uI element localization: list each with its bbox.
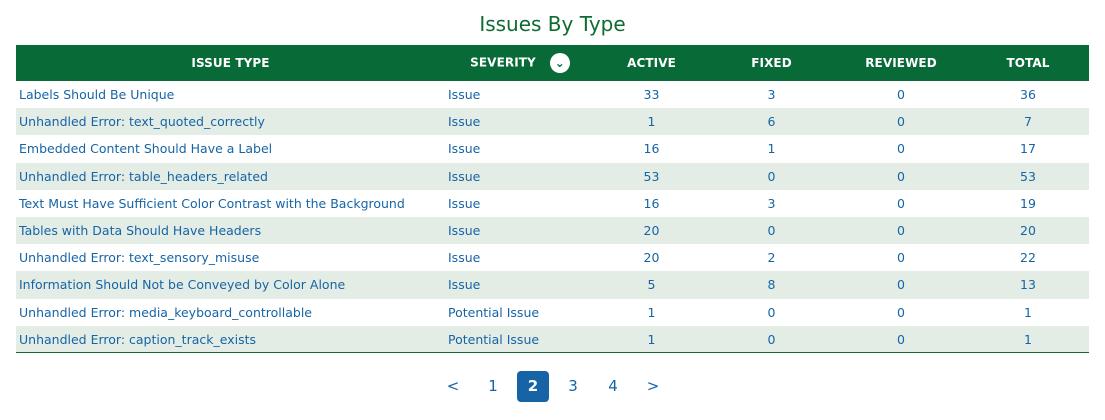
fixed-count[interactable]: 0 [767, 304, 776, 320]
active-count[interactable]: 1 [647, 114, 656, 130]
active-count[interactable]: 33 [643, 87, 660, 103]
page-1-button[interactable]: 1 [488, 377, 498, 395]
fixed-count[interactable]: 6 [767, 114, 776, 130]
issue-type-link[interactable]: Text Must Have Sufficient Color Contrast… [19, 195, 405, 211]
total-count[interactable]: 36 [1020, 87, 1036, 103]
header-issue-type[interactable]: ISSUE TYPE [191, 56, 270, 70]
table-row: Unhandled Error: text_sensory_misuse Iss… [16, 244, 1089, 271]
reviewed-count[interactable]: 0 [897, 304, 905, 320]
issue-type-link[interactable]: Unhandled Error: text_quoted_correctly [19, 114, 265, 130]
reviewed-count[interactable]: 0 [897, 250, 905, 266]
fixed-count[interactable]: 2 [767, 250, 776, 266]
chevron-down-icon[interactable]: ⌄ [549, 53, 570, 73]
severity-cell: Issue [448, 114, 481, 130]
issue-type-link[interactable]: Unhandled Error: media_keyboard_controll… [19, 304, 312, 320]
header-reviewed[interactable]: REVIEWED [865, 56, 937, 70]
page-title: Issues By Type [479, 12, 626, 36]
fixed-count[interactable]: 0 [767, 223, 776, 239]
issue-type-link[interactable]: Unhandled Error: caption_track_exists [19, 331, 257, 347]
table-row: Unhandled Error: table_headers_related I… [16, 162, 1089, 190]
severity-cell: Issue [448, 87, 481, 103]
fixed-count[interactable]: 3 [767, 195, 776, 211]
total-count[interactable]: 22 [1020, 250, 1036, 266]
fixed-count[interactable]: 1 [767, 141, 776, 157]
severity-cell: Issue [448, 223, 481, 239]
issue-type-link[interactable]: Information Should Not be Conveyed by Co… [19, 277, 346, 293]
table-header-row: ISSUE TYPE SEVERITY ⌄ ACTIVE FIXED REVIEW… [16, 45, 1089, 81]
severity-cell: Potential Issue [448, 331, 540, 347]
reviewed-count[interactable]: 0 [897, 114, 905, 130]
active-count[interactable]: 20 [643, 223, 660, 239]
page-4-button[interactable]: 4 [608, 377, 618, 395]
active-count[interactable]: 16 [643, 195, 660, 211]
header-active[interactable]: ACTIVE [627, 56, 676, 70]
page-3-button[interactable]: 3 [568, 377, 578, 395]
active-count[interactable]: 16 [643, 141, 660, 157]
total-count[interactable]: 13 [1020, 277, 1036, 293]
issue-type-link[interactable]: Embedded Content Should Have a Label [19, 141, 273, 157]
active-count[interactable]: 1 [647, 331, 656, 347]
active-count[interactable]: 5 [647, 277, 656, 293]
pagination: < 1 2 3 4 > [0, 371, 1105, 402]
severity-cell: Potential Issue [448, 304, 540, 320]
table-row: Labels Should Be Unique Issue 33 3 0 36 [16, 81, 1089, 108]
table-row: Tables with Data Should Have Headers Iss… [16, 216, 1089, 245]
severity-cell: Issue [448, 141, 481, 157]
issue-type-link[interactable]: Labels Should Be Unique [19, 87, 175, 103]
table-row: Embedded Content Should Have a Label Iss… [16, 135, 1089, 162]
prev-page-button[interactable]: < [446, 377, 460, 395]
table-row: Unhandled Error: caption_track_exists Po… [16, 325, 1089, 353]
total-count[interactable]: 17 [1020, 141, 1036, 157]
issue-type-link[interactable]: Unhandled Error: table_headers_related [19, 168, 268, 184]
fixed-count[interactable]: 8 [767, 277, 776, 293]
next-page-button[interactable]: > [646, 377, 660, 395]
severity-cell: Issue [448, 195, 481, 211]
severity-cell: Issue [448, 168, 481, 184]
issues-table: ISSUE TYPE SEVERITY ⌄ ACTIVE FIXED REVIEW… [16, 45, 1089, 353]
issue-type-link[interactable]: Unhandled Error: text_sensory_misuse [19, 250, 260, 266]
active-count[interactable]: 1 [647, 304, 656, 320]
table-row: Unhandled Error: text_quoted_correctly I… [16, 108, 1089, 136]
total-count[interactable]: 20 [1020, 223, 1036, 239]
header-severity[interactable]: SEVERITY ⌄ [445, 45, 595, 81]
total-count[interactable]: 53 [1020, 168, 1036, 184]
severity-cell: Issue [448, 250, 481, 266]
reviewed-count[interactable]: 0 [897, 87, 905, 103]
total-count[interactable]: 1 [1024, 304, 1032, 320]
total-count[interactable]: 7 [1024, 114, 1032, 130]
reviewed-count[interactable]: 0 [897, 277, 905, 293]
reviewed-count[interactable]: 0 [897, 331, 905, 347]
severity-cell: Issue [448, 277, 481, 293]
header-fixed[interactable]: FIXED [751, 56, 792, 70]
issue-type-link[interactable]: Tables with Data Should Have Headers [19, 223, 262, 239]
reviewed-count[interactable]: 0 [897, 168, 905, 184]
reviewed-count[interactable]: 0 [897, 195, 905, 211]
total-count[interactable]: 1 [1024, 331, 1032, 347]
header-severity-label: SEVERITY [470, 55, 536, 70]
fixed-count[interactable]: 0 [767, 168, 776, 184]
table-row: Information Should Not be Conveyed by Co… [16, 271, 1089, 299]
reviewed-count[interactable]: 0 [897, 223, 905, 239]
active-count[interactable]: 20 [643, 250, 660, 266]
active-count[interactable]: 53 [643, 168, 660, 184]
reviewed-count[interactable]: 0 [897, 141, 905, 157]
fixed-count[interactable]: 3 [767, 87, 776, 103]
total-count[interactable]: 19 [1020, 195, 1036, 211]
table-row: Text Must Have Sufficient Color Contrast… [16, 190, 1089, 217]
fixed-count[interactable]: 0 [767, 331, 776, 347]
table-row: Unhandled Error: media_keyboard_controll… [16, 299, 1089, 326]
header-total[interactable]: TOTAL [1006, 56, 1050, 70]
page-2-button-current[interactable]: 2 [517, 371, 549, 402]
